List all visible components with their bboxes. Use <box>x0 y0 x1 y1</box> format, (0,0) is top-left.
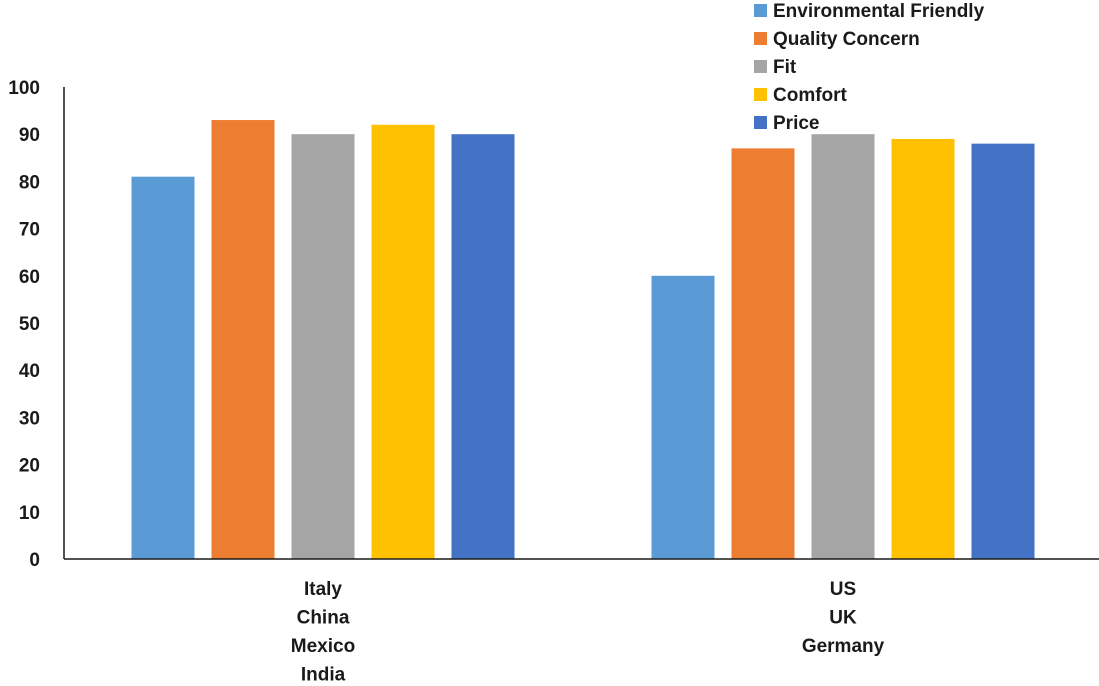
y-tick-label: 0 <box>29 550 40 571</box>
legend-label: Quality Concern <box>773 29 920 50</box>
bar <box>211 120 275 559</box>
bar <box>371 124 435 559</box>
legend-label: Fit <box>773 57 797 78</box>
y-tick-labels: 0 10 20 30 40 50 60 70 80 90 100 <box>8 78 40 571</box>
y-tick-label: 100 <box>8 78 40 99</box>
y-tick-label: 60 <box>19 267 40 288</box>
bar <box>971 143 1035 559</box>
y-tick-label: 80 <box>19 172 40 193</box>
category-label: India <box>301 665 346 682</box>
y-tick-label: 20 <box>19 456 40 477</box>
category-label: US <box>830 579 856 600</box>
bar <box>891 138 955 560</box>
category-label: Germany <box>802 636 885 657</box>
y-tick-label: 70 <box>19 220 40 241</box>
bar <box>731 148 795 560</box>
category-label: Italy <box>304 579 342 600</box>
bars-layer <box>131 120 1035 560</box>
legend-swatch <box>754 60 767 73</box>
legend-swatch <box>754 88 767 101</box>
legend-label: Price <box>773 113 819 134</box>
legend: Environmental Friendly Quality Concern Fit… <box>754 1 985 134</box>
y-tick-label: 10 <box>19 503 40 524</box>
bar <box>451 134 515 559</box>
x-category-labels: Italy China Mexico India US UK Germany <box>291 579 885 686</box>
legend-label: Comfort <box>773 85 848 106</box>
bar <box>291 134 355 559</box>
y-tick-label: 90 <box>19 125 40 146</box>
category-label: Mexico <box>291 636 355 657</box>
category-label: China <box>297 608 350 629</box>
legend-swatch <box>754 116 767 129</box>
y-tick-label: 30 <box>19 408 40 429</box>
axes-layer <box>63 87 1099 560</box>
bar <box>651 275 715 559</box>
legend-label: Environmental Friendly <box>773 1 985 22</box>
y-tick-label: 40 <box>19 361 40 382</box>
legend-swatch <box>754 4 767 17</box>
category-label: UK <box>829 608 857 629</box>
bar <box>811 134 875 559</box>
y-tick-label: 50 <box>19 314 40 335</box>
legend-swatch <box>754 32 767 45</box>
bar <box>131 176 195 559</box>
